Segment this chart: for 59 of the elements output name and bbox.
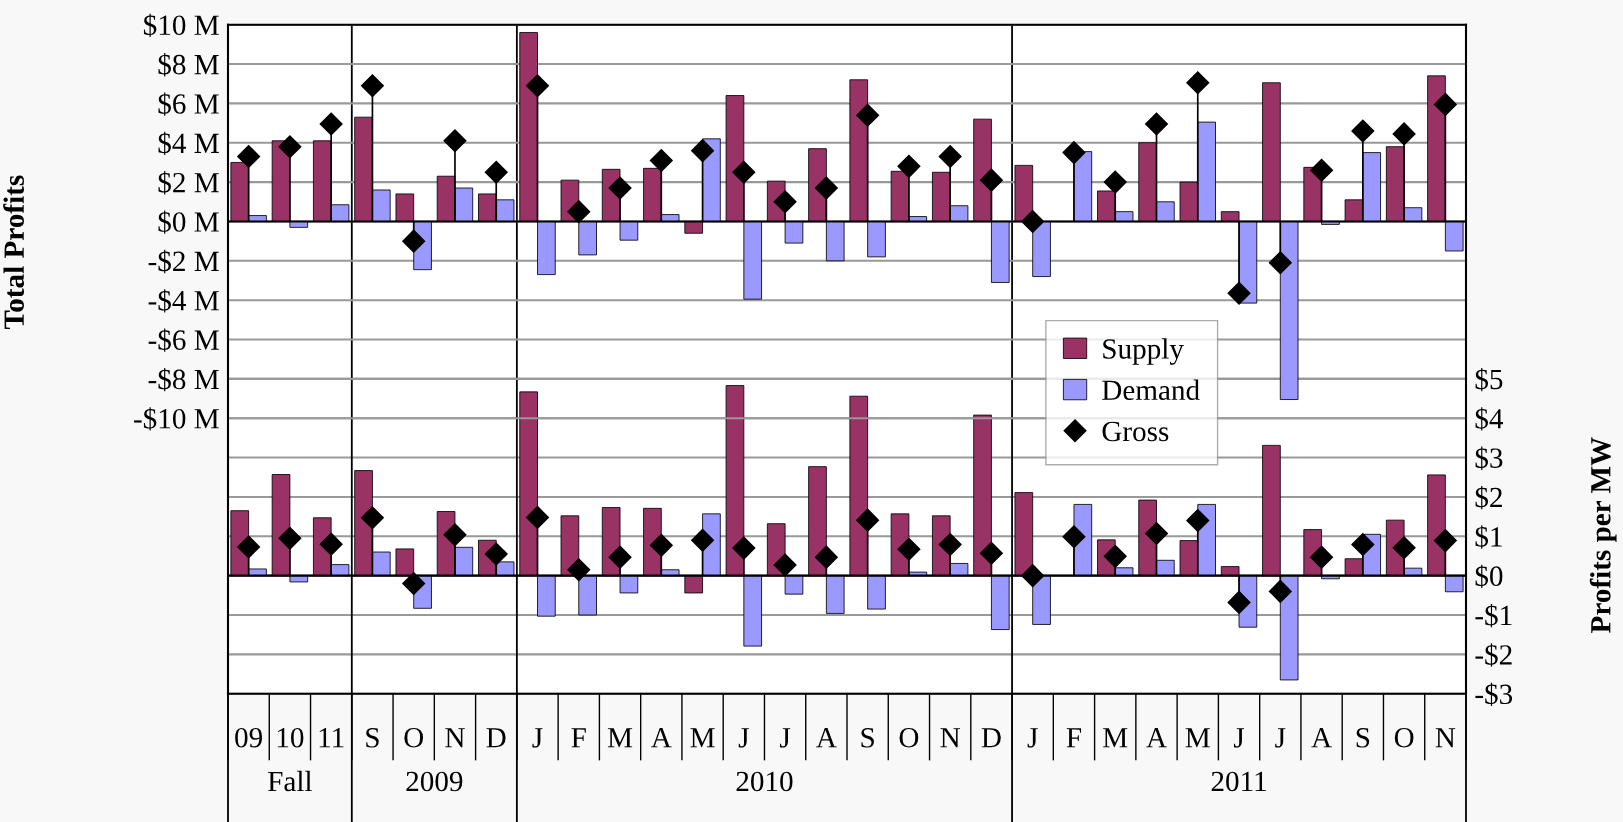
x-tick-label: N xyxy=(940,728,961,748)
x-tick-label: 11 xyxy=(319,728,344,748)
y-axis-title: Total Profits xyxy=(3,175,24,330)
x-tick-label: M xyxy=(1185,728,1210,748)
y-tick-label: $4 xyxy=(1475,407,1504,431)
x-tick-label: J xyxy=(1233,728,1245,748)
x-tick-label: 10 xyxy=(277,727,304,748)
text: 2009 xyxy=(406,771,463,792)
x-tick-label: M xyxy=(1103,728,1128,748)
y-tick-label: $2 M xyxy=(158,171,219,195)
x-tick-label: O xyxy=(899,727,919,748)
text: 2011 xyxy=(1211,771,1266,792)
x-tick-label: N xyxy=(445,728,465,748)
y-tick-label: -$1 xyxy=(1475,604,1512,628)
x-tick-label: S xyxy=(861,727,874,748)
text: 2010 xyxy=(736,771,793,792)
x-tick-label: F xyxy=(1066,728,1082,748)
y-tick-label: -$6 M xyxy=(148,328,219,352)
y-tick-label: $1 xyxy=(1475,525,1502,549)
x-tick-label: J xyxy=(780,728,791,748)
x-tick-label: A xyxy=(651,728,672,748)
x-tick-label: O xyxy=(404,727,424,748)
y-tick-label: $0 xyxy=(1475,564,1503,588)
y-axis-title: Profits per MW xyxy=(1589,437,1617,633)
x-tick-label: F xyxy=(571,728,586,748)
y-tick-label: $4 M xyxy=(158,131,219,156)
legend-label: Gross xyxy=(1102,421,1169,442)
y-tick-label: -$2 M xyxy=(148,249,219,274)
x-tick-label: D xyxy=(981,728,1001,748)
y-tick-label: $10 M xyxy=(143,13,219,38)
x-tick-label: J xyxy=(1275,728,1286,748)
y-tick-label: -$8 M xyxy=(148,367,219,392)
y-tick-label: -$3 xyxy=(1475,682,1513,707)
y-tick-label: $3 xyxy=(1475,446,1503,470)
x-tick-label: A xyxy=(1311,728,1332,748)
x-tick-label: O xyxy=(1394,727,1414,748)
y-tick-label: $8 M xyxy=(158,53,219,77)
x-tick-label: S xyxy=(366,727,379,748)
legend-label: Demand xyxy=(1102,379,1200,401)
legend-label: Supply xyxy=(1103,338,1184,365)
x-tick-label: J xyxy=(1027,728,1038,748)
x-tick-label: M xyxy=(607,728,633,748)
x-tick-label: J xyxy=(738,728,749,748)
y-tick-label: -$10 M xyxy=(134,407,219,431)
x-tick-label: 09 xyxy=(235,727,263,748)
y-tick-label: $5 xyxy=(1475,367,1503,392)
y-tick-label: $2 xyxy=(1475,485,1502,510)
x-tick-label: N xyxy=(1435,728,1456,748)
y-tick-label: -$2 xyxy=(1475,643,1512,667)
x-tick-label: S xyxy=(1356,727,1370,748)
x-tick-label: A xyxy=(816,728,837,748)
y-tick-label: $6 M xyxy=(158,92,219,116)
x-tick-label: J xyxy=(532,728,543,748)
text: Fall xyxy=(268,770,312,792)
y-tick-label: -$4 M xyxy=(148,289,219,313)
y-tick-label: $0 M xyxy=(158,210,219,234)
x-tick-label: D xyxy=(486,728,506,748)
x-tick-label: A xyxy=(1146,728,1167,748)
x-tick-label: M xyxy=(690,728,715,748)
